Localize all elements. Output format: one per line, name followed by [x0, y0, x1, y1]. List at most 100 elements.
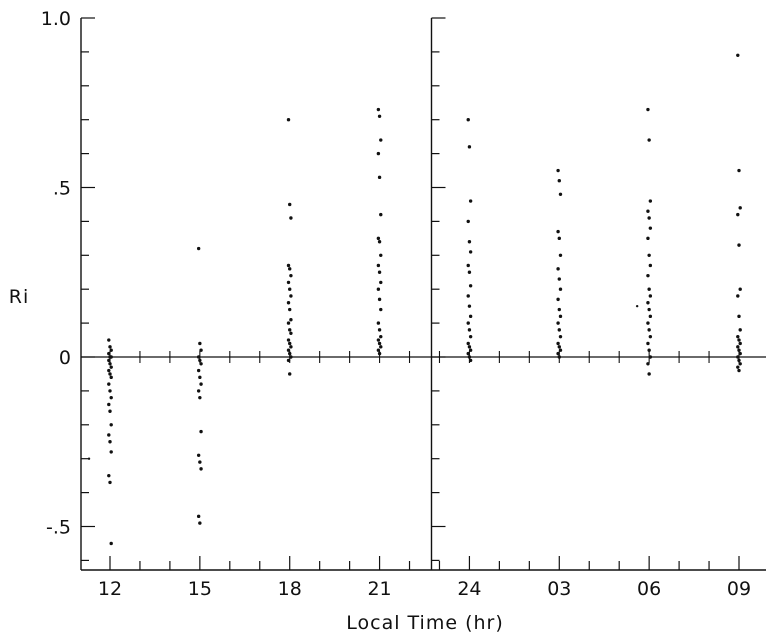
y-axis-tick-labels: 1.0 .5 0 -.5 [41, 8, 71, 539]
data-point [557, 277, 561, 281]
data-point [198, 375, 202, 380]
data-point [648, 314, 653, 319]
x-axis-tick-labels: 12 15 18 21 24 03 06 09 [98, 578, 751, 600]
data-point [466, 118, 470, 122]
data-point [736, 334, 740, 339]
data-point [466, 219, 470, 224]
data-point [379, 253, 383, 257]
data-point [377, 175, 382, 180]
data-point [379, 345, 383, 349]
data-point [379, 307, 383, 312]
data-point [376, 151, 381, 156]
data-point [109, 355, 113, 359]
data-point [635, 304, 639, 308]
data-point [556, 297, 560, 302]
data-point [736, 355, 740, 359]
data-point [289, 216, 293, 220]
data-point [198, 395, 202, 400]
data-point [647, 253, 651, 257]
data-point [738, 287, 742, 291]
data-point [556, 321, 560, 325]
data-point [289, 273, 293, 278]
data-point [108, 480, 112, 485]
data-point [288, 287, 292, 291]
data-point [286, 263, 291, 268]
data-point [647, 348, 651, 352]
data-point [376, 236, 381, 241]
data-point [648, 226, 653, 230]
data-point [109, 450, 113, 454]
data-point [107, 382, 111, 386]
data-point [467, 240, 472, 244]
data-point [737, 243, 741, 247]
data-point [377, 351, 382, 356]
data-point [376, 107, 381, 112]
data-point [467, 304, 472, 308]
data-point [107, 368, 111, 373]
data-point [289, 318, 293, 322]
data-point [198, 460, 202, 464]
data-point [376, 348, 381, 352]
data-point [646, 273, 650, 278]
data-point [647, 372, 651, 376]
data-point [376, 287, 381, 291]
data-point [379, 280, 383, 285]
data-point [289, 331, 293, 335]
x-axis-ticks [109, 351, 740, 570]
data-point [738, 362, 742, 366]
data-point [199, 467, 203, 471]
data-point [379, 334, 383, 339]
data-point [199, 429, 203, 434]
data-point [196, 389, 201, 393]
data-point [648, 355, 653, 359]
data-point [288, 202, 292, 207]
data-point [288, 372, 292, 376]
data-point [557, 328, 561, 332]
data-point [286, 338, 291, 342]
data-point [557, 179, 561, 183]
data-point [737, 348, 741, 352]
data-point [466, 351, 470, 356]
data-point [286, 280, 291, 285]
data-point [646, 362, 650, 366]
data-point [467, 355, 472, 359]
data-point [468, 334, 473, 339]
data-point [738, 328, 742, 332]
data-point [376, 321, 381, 325]
data-point [286, 321, 291, 325]
data-point [288, 341, 292, 346]
data-point [556, 267, 560, 271]
data-point [556, 341, 560, 346]
data-point [736, 345, 740, 349]
data-point [467, 270, 472, 274]
x-axis-title: Local Time (hr) [346, 612, 504, 634]
data-point [107, 433, 111, 437]
data-point [109, 541, 113, 546]
data-point [556, 229, 560, 234]
data-point [648, 294, 653, 298]
plot-frame [80, 18, 766, 571]
data-point [379, 138, 383, 142]
y-tick-label: .5 [53, 178, 71, 200]
data-point [289, 345, 293, 349]
data-point [288, 307, 292, 312]
y-tick-label: 0 [59, 347, 71, 369]
data-point [736, 294, 740, 298]
data-point [468, 199, 473, 203]
data-point [647, 328, 651, 332]
data-point [376, 338, 381, 342]
data-point [377, 240, 382, 244]
data-point [646, 301, 650, 305]
data-point [646, 341, 650, 346]
data-point [108, 362, 112, 366]
data-point [288, 328, 292, 332]
y-tick-label: 1.0 [41, 8, 71, 30]
data-point [558, 192, 563, 196]
data-point [377, 328, 382, 332]
data-point [558, 314, 563, 319]
data-point [738, 206, 742, 210]
data-point [468, 348, 473, 352]
data-point [648, 263, 653, 268]
x-tick-label: 12 [98, 578, 122, 600]
data-point [466, 321, 470, 325]
